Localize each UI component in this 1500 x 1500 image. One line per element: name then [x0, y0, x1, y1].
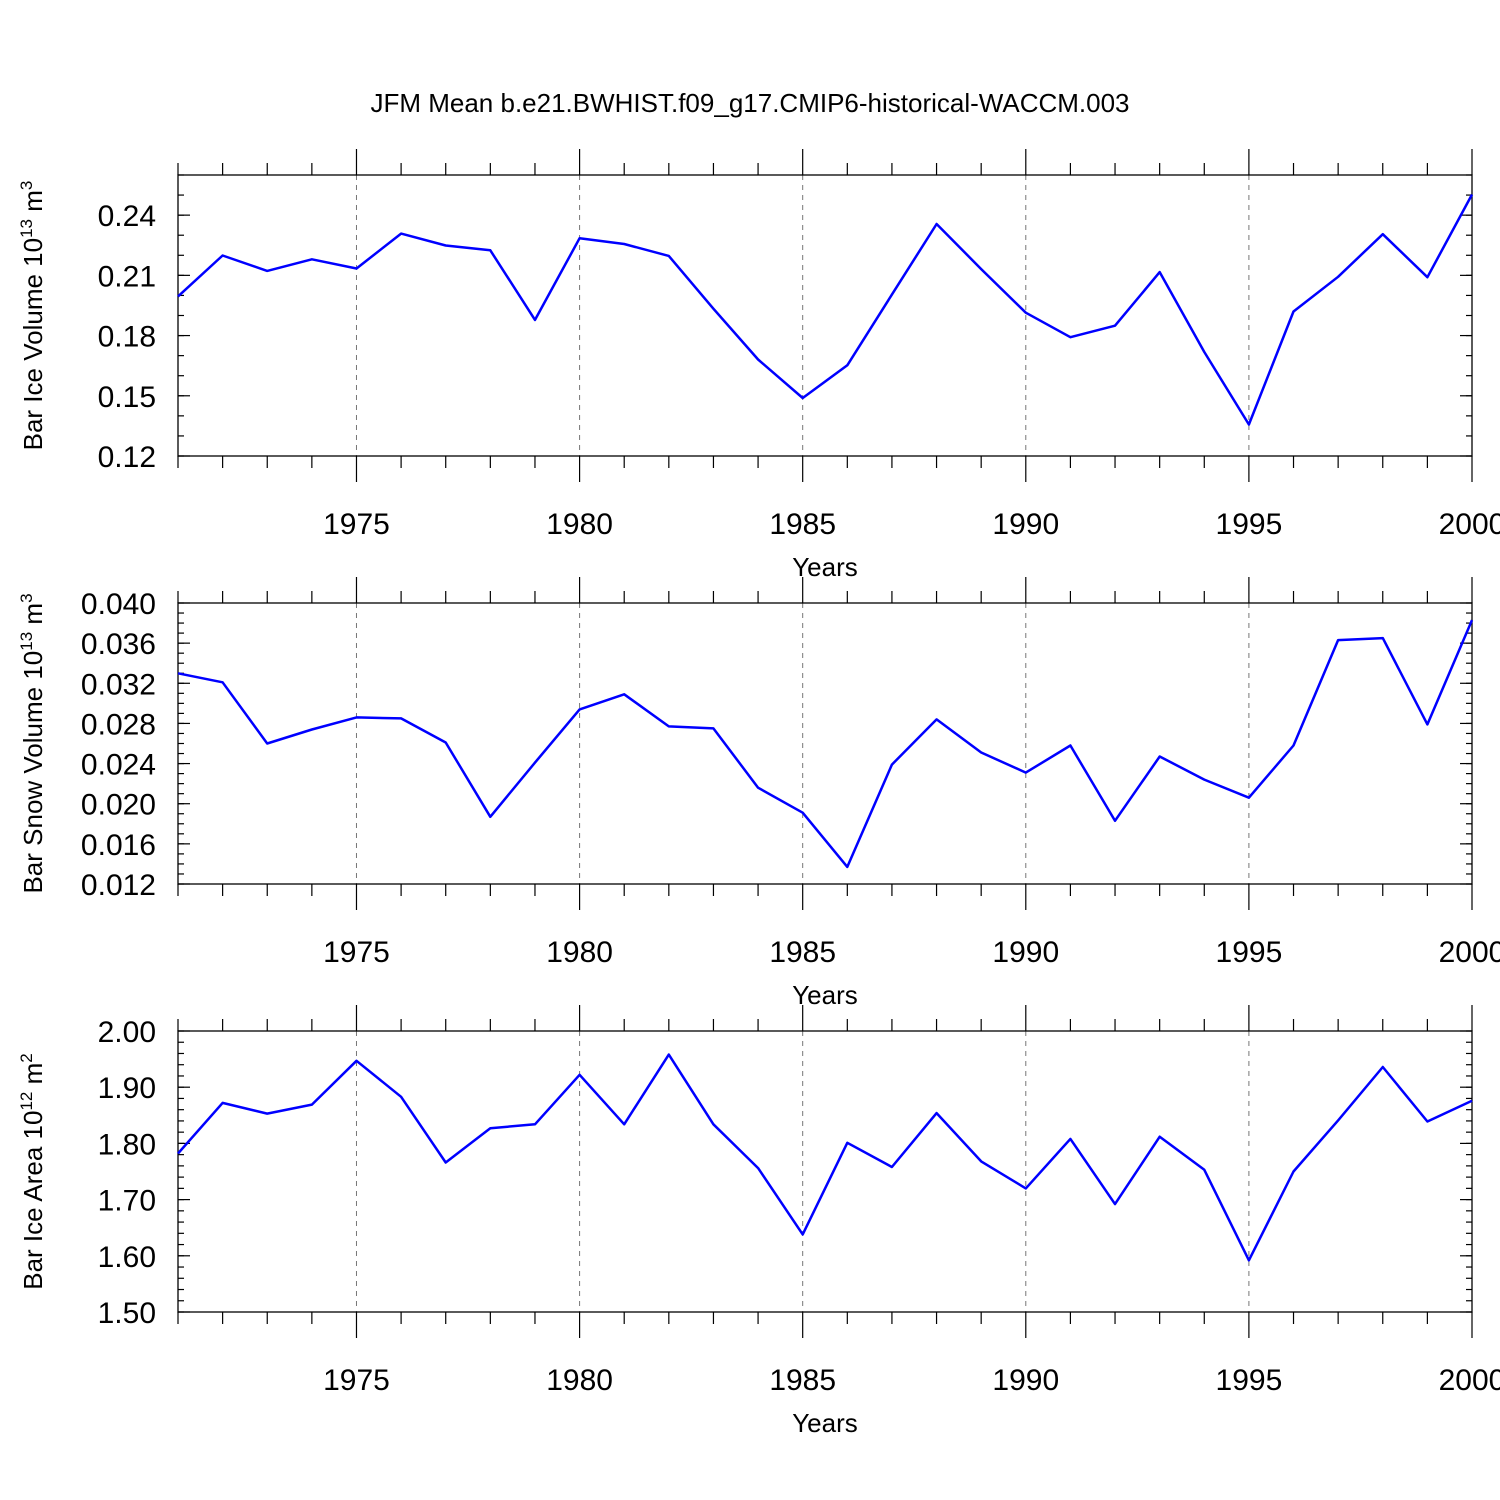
y-axis-title-ylabel-main: Bar Ice Area 10 — [18, 1111, 48, 1290]
x-tick-label: 1985 — [769, 936, 836, 969]
x-axis-title: Years — [792, 980, 858, 1010]
y-tick-label: 0.036 — [81, 628, 156, 661]
y-axis-title-ylabel-exp2: 2 — [17, 1053, 36, 1062]
y-axis-title-ylabel-main: Bar Ice Volume 10 — [18, 238, 48, 450]
y-tick-label: 0.12 — [98, 441, 156, 474]
y-tick-label: 0.24 — [98, 200, 156, 233]
x-tick-label: 1985 — [769, 1364, 836, 1397]
x-tick-label: 1980 — [546, 936, 613, 969]
y-axis-title-ylabel-exp1: 12 — [17, 1092, 36, 1111]
x-tick-label: 2000 — [1439, 1364, 1500, 1397]
plot-frame — [177, 1030, 1473, 1313]
y-tick-label: 0.21 — [98, 260, 156, 293]
y-axis-title-ylabel-unit: m — [18, 1063, 48, 1092]
x-axis-title: Years — [792, 1408, 858, 1438]
y-axis-title: Bar Snow Volume 1013 m3 — [17, 593, 48, 893]
x-tick-label: 1990 — [992, 508, 1059, 541]
x-tick-label: 1995 — [1216, 1364, 1283, 1397]
y-axis-title-ylabel-main: Bar Snow Volume 10 — [18, 651, 48, 894]
x-tick-label: 1985 — [769, 508, 836, 541]
y-axis-title-ylabel-exp1: 13 — [17, 219, 36, 238]
x-tick-label: 2000 — [1439, 508, 1500, 541]
x-tick-label: 1975 — [323, 1364, 390, 1397]
bar-ice-volume-series-line — [177, 193, 1474, 426]
y-tick-label: 0.012 — [81, 869, 156, 902]
y-axis-title-ylabel-unit: m — [18, 190, 48, 219]
y-tick-label: 1.60 — [98, 1241, 156, 1274]
y-tick-label: 1.90 — [98, 1072, 156, 1105]
bar-snow-volume-series-line — [177, 619, 1474, 869]
y-axis-title-ylabel-exp1: 13 — [17, 632, 36, 651]
y-tick-label: 0.040 — [81, 588, 156, 621]
y-tick-label: 0.18 — [98, 321, 156, 354]
y-tick-label: 2.00 — [98, 1016, 156, 1049]
y-tick-label: 0.15 — [98, 381, 156, 414]
bar-snow-volume-panel: 0.012 0.016 0.020 0.024 0.028 0.032 0.036 0.040… — [17, 577, 1500, 1010]
bar-ice-area-panel: 1.50 1.60 1.70 1.80 1.90 2.00 1975 1980 1985 1990… — [17, 1005, 1500, 1438]
x-tick-label: 1980 — [546, 1364, 613, 1397]
y-tick-label: 1.70 — [98, 1185, 156, 1218]
x-tick-label: 2000 — [1439, 936, 1500, 969]
bar-ice-volume-panel: 0.12 0.15 0.18 0.21 0.24 1975 1980 1985 1990 1995… — [17, 149, 1500, 582]
x-tick-label: 1995 — [1216, 936, 1283, 969]
x-axis-title: Years — [792, 552, 858, 582]
y-tick-label: 0.028 — [81, 708, 156, 741]
x-tick-label: 1980 — [546, 508, 613, 541]
y-axis-title-ylabel-exp2: 3 — [17, 593, 36, 602]
y-tick-label: 0.016 — [81, 829, 156, 862]
x-tick-label: 1995 — [1216, 508, 1283, 541]
y-tick-label: 0.020 — [81, 789, 156, 822]
y-tick-label: 0.024 — [81, 749, 156, 782]
x-tick-label: 1975 — [323, 936, 390, 969]
bar-ice-area-series-line — [177, 1053, 1473, 1262]
y-axis-title: Bar Ice Area 1012 m2 — [17, 1053, 48, 1290]
x-tick-label: 1990 — [992, 1364, 1059, 1397]
figure-title: JFM Mean b.e21.BWHIST.f09_g17.CMIP6-hist… — [370, 88, 1129, 118]
y-tick-label: 1.50 — [98, 1297, 156, 1330]
y-tick-label: 0.032 — [81, 668, 156, 701]
y-axis-title-ylabel-unit: m — [18, 603, 48, 632]
y-axis-title-ylabel-exp2: 3 — [17, 181, 36, 190]
plot-frame — [177, 602, 1473, 885]
y-axis-title: Bar Ice Volume 1013 m3 — [17, 181, 48, 451]
x-tick-label: 1975 — [323, 508, 390, 541]
x-tick-label: 1990 — [992, 936, 1059, 969]
y-tick-label: 1.80 — [98, 1128, 156, 1161]
plot-frame — [177, 174, 1473, 457]
